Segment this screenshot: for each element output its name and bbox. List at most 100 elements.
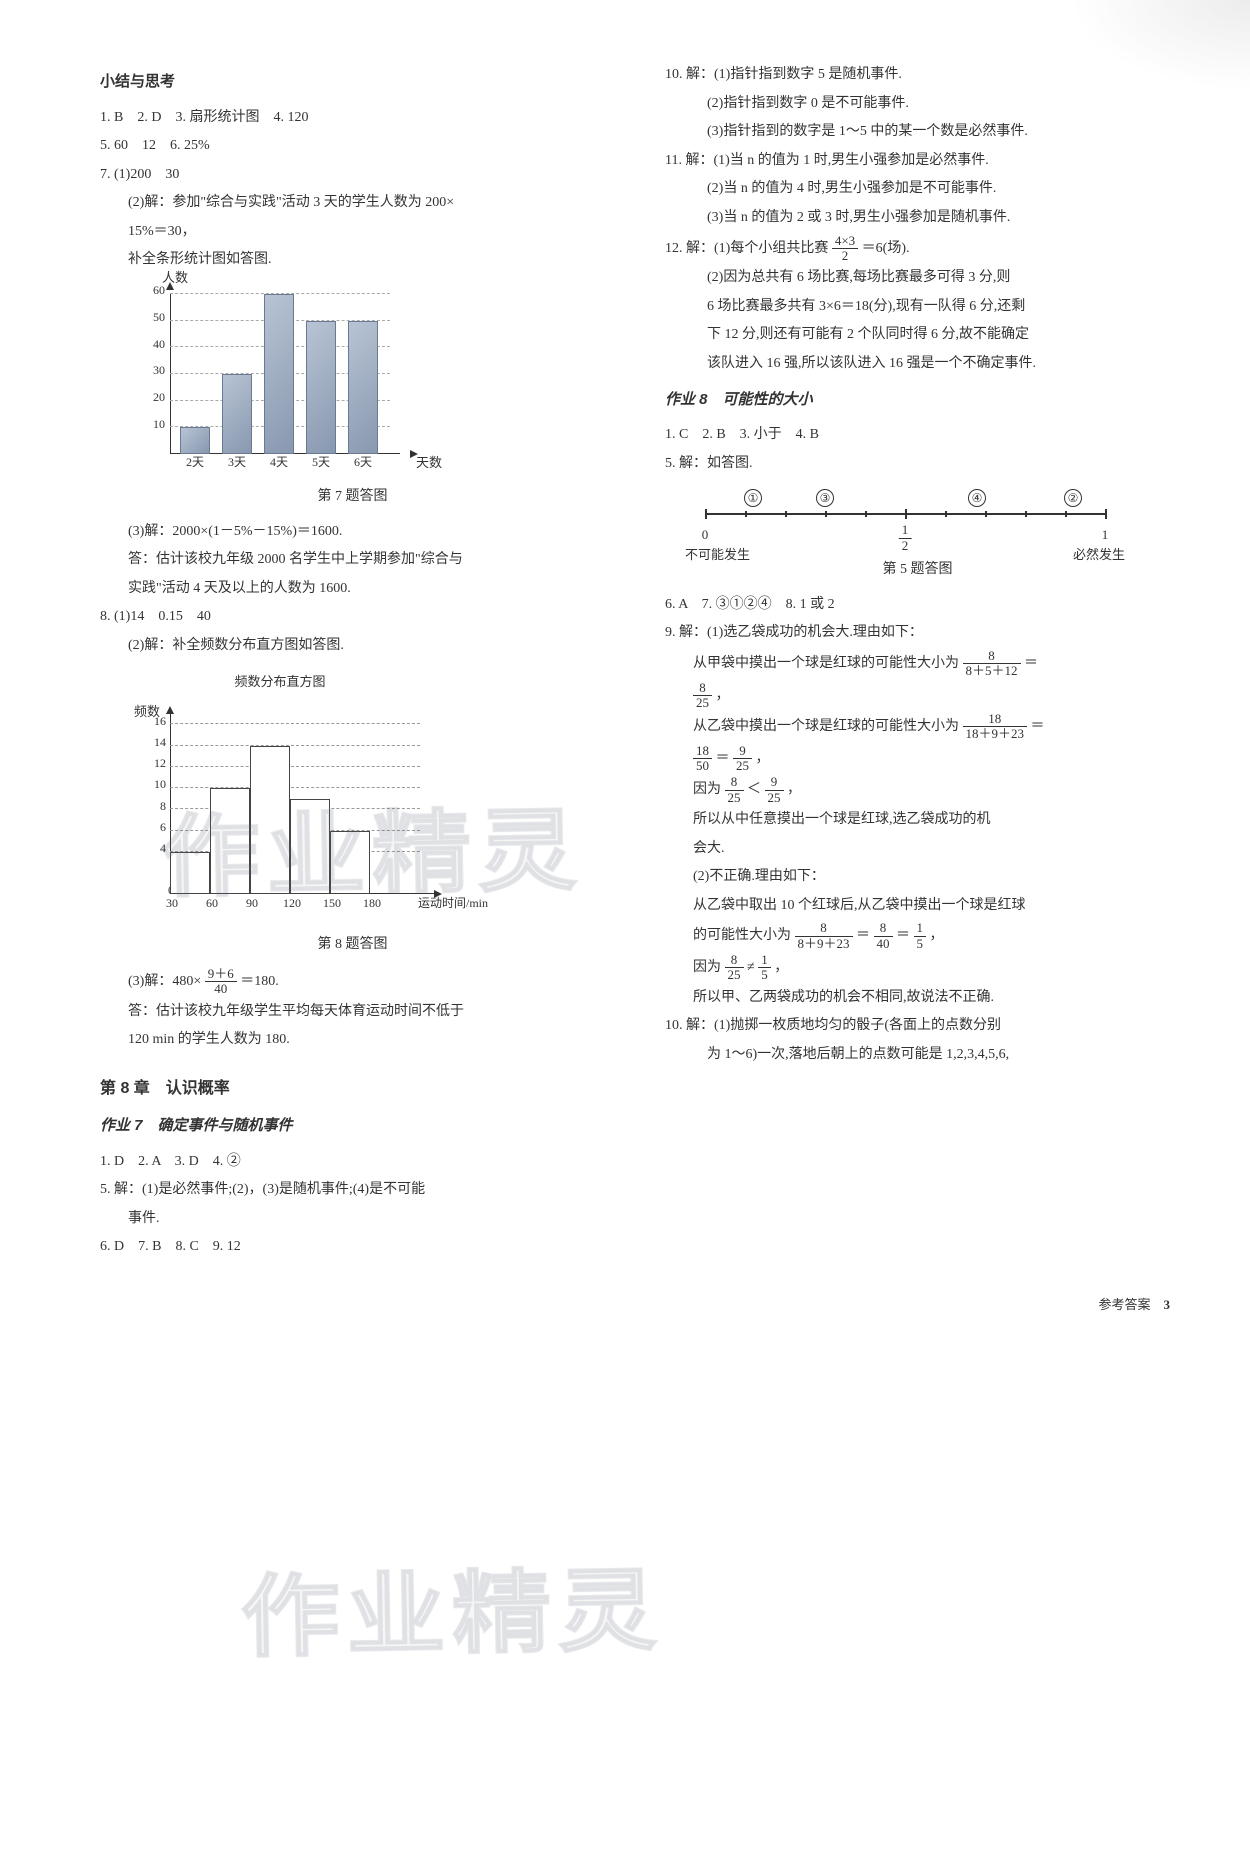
h-bar xyxy=(330,831,370,895)
q11-1: 11. 解：(1)当 n 的值为 1 时,男生小强参加是必然事件. xyxy=(665,148,1170,175)
hw7-q5b: 事件. xyxy=(100,1206,605,1233)
hw7-row2: 6. D 7. B 8. C 9. 12 xyxy=(100,1234,605,1261)
eq: ＝ xyxy=(1031,719,1045,734)
h-xtick: 30 xyxy=(160,892,184,915)
frac-num: 1 xyxy=(758,953,771,968)
nl-right-label: 必然发生 xyxy=(1073,543,1125,568)
nl-minor-tick xyxy=(745,511,747,517)
q9-b-pre: 从乙袋中摸出一个球是红球的可能性大小为 xyxy=(693,719,959,734)
nl-minor-tick xyxy=(1025,511,1027,517)
x-tick: 5天 xyxy=(303,451,339,474)
frac-den: 18＋9＋23 xyxy=(963,727,1028,741)
nl-minor-tick xyxy=(785,511,787,517)
frac-den: 25 xyxy=(693,696,712,710)
q7-3-ans: 答：估计该校九年级 2000 名学生中上学期参加"综合与 xyxy=(100,547,605,574)
q9-intro: 9. 解：(1)选乙袋成功的机会大.理由如下： xyxy=(665,620,1170,647)
x-tick: 2天 xyxy=(177,451,213,474)
h-ytick: 4 xyxy=(148,837,166,860)
q9-2-intro: (2)不正确.理由如下： xyxy=(665,864,1170,891)
frac-num: 8 xyxy=(874,921,893,936)
nl-minor-tick xyxy=(1065,511,1067,517)
q12-1-frac: 4×3 2 xyxy=(832,234,858,264)
bar-chart-container: 人数 1020304050602天3天4天5天6天 天数 xyxy=(100,284,605,474)
q10b: 10. 解：(1)抛掷一枚质地均匀的骰子(各面上的点数分别 xyxy=(665,1013,1170,1040)
h-xtick: 90 xyxy=(240,892,264,915)
q11-3: (3)当 n 的值为 2 或 3 时,男生小强参加是随机事件. xyxy=(665,205,1170,232)
h-gridline xyxy=(170,745,420,746)
frac-num: 9 xyxy=(765,775,784,790)
h-ytick: 6 xyxy=(148,816,166,839)
number-line-container: 0121①③④② 不可能发生 必然发生 xyxy=(685,489,1125,549)
nl-tick xyxy=(905,509,907,519)
y-tick: 10 xyxy=(140,413,165,436)
nl-left-label: 不可能发生 xyxy=(685,543,750,568)
h-ytick: 8 xyxy=(148,795,166,818)
frac-num: 8 xyxy=(693,681,712,696)
frac-den: 25 xyxy=(765,791,784,805)
frac: 18 50 xyxy=(693,744,712,774)
frac: 8 25 xyxy=(725,953,744,983)
eq: ＝ xyxy=(856,928,870,943)
frac: 1 5 xyxy=(914,921,927,951)
q10-2: (2)指针指到数字 0 是不可能事件. xyxy=(665,91,1170,118)
bar xyxy=(180,427,210,454)
q9-a2: 8 25 ， xyxy=(665,681,1170,711)
frac: 8 8＋5＋12 xyxy=(963,649,1021,679)
x-tick: 3天 xyxy=(219,451,255,474)
q7-caption: 第 7 题答图 xyxy=(100,484,605,511)
q7-2-intro: (2)解：参加"综合与实践"活动 3 天的学生人数为 200× xyxy=(100,190,605,217)
eq: ＝ xyxy=(896,928,910,943)
end: ， xyxy=(756,751,770,766)
left-column: 小结与思考 1. B 2. D 3. 扇形统计图 4. 120 5. 60 12… xyxy=(100,60,605,1263)
h-bar xyxy=(210,788,250,894)
h-gridline xyxy=(170,766,420,767)
h-xtick: 120 xyxy=(280,892,304,915)
corner-shadow xyxy=(1070,0,1250,90)
frac-num: 18 xyxy=(693,744,712,759)
frac-den: 8＋5＋12 xyxy=(963,664,1021,678)
page-content: 小结与思考 1. B 2. D 3. 扇形统计图 4. 120 5. 60 12… xyxy=(100,60,1170,1263)
frac: 1 5 xyxy=(758,953,771,983)
frac: 9 25 xyxy=(733,744,752,774)
hw7-q5: 5. 解：(1)是必然事件;(2)，(3)是随机事件;(4)是不可能 xyxy=(100,1177,605,1204)
nl-minor-tick xyxy=(985,511,987,517)
h-gridline xyxy=(170,723,420,724)
histogram-container: 频数分布直方图 频数 046810121416306090120150180 运… xyxy=(100,670,605,923)
q8-3-pre: (3)解：480× xyxy=(128,974,201,989)
frac-num: 4×3 xyxy=(832,234,858,249)
h-xtick: 60 xyxy=(200,892,224,915)
right-column: 10. 解：(1)指针指到数字 5 是随机事件. (2)指针指到数字 0 是不可… xyxy=(665,60,1170,1263)
q8-3-frac: 9＋6 40 xyxy=(205,967,237,997)
frac: 8 25 xyxy=(725,775,744,805)
neq: ≠ xyxy=(747,960,755,975)
hw8-q5: 5. 解：如答图. xyxy=(665,451,1170,478)
nl-tick xyxy=(1105,509,1107,519)
h-ytick: 16 xyxy=(148,710,166,733)
h-bar xyxy=(290,799,330,895)
frac-den: 25 xyxy=(733,759,752,773)
q8-caption: 第 8 题答图 xyxy=(100,932,605,959)
q8-3-end: ＝180. xyxy=(240,974,279,989)
q9-2-a: 从乙袋中取出 10 个红球后,从乙袋中摸出一个球是红球 xyxy=(665,893,1170,920)
y-tick: 30 xyxy=(140,359,165,382)
nl-marker: ① xyxy=(744,489,762,507)
answers-row: 1. B 2. D 3. 扇形统计图 4. 120 xyxy=(100,105,605,132)
q10b-2: 为 1～6)一次,落地后朝上的点数可能是 1,2,3,4,5,6, xyxy=(665,1042,1170,1069)
frac-num: 8 xyxy=(725,953,744,968)
x-tick: 4天 xyxy=(261,451,297,474)
frac: 8 8＋9＋23 xyxy=(795,921,853,951)
frac-den: 8＋9＋23 xyxy=(795,937,853,951)
q8-2-intro: (2)解：补全频数分布直方图如答图. xyxy=(100,633,605,660)
pre: 的可能性大小为 xyxy=(693,928,791,943)
h-xtick: 150 xyxy=(320,892,344,915)
frac: 8 25 xyxy=(693,681,712,711)
h-xtick: 180 xyxy=(360,892,384,915)
frac-num: 18 xyxy=(963,712,1028,727)
h-arrow-y-icon xyxy=(166,706,174,714)
frac-den: 5 xyxy=(914,937,927,951)
frac-num: 1 xyxy=(914,921,927,936)
q12-2d: 该队进入 16 强,所以该队进入 16 强是一个不确定事件. xyxy=(665,351,1170,378)
end: ， xyxy=(716,688,730,703)
answers-row: 5. 60 12 6. 25% xyxy=(100,133,605,160)
h-ytick: 14 xyxy=(148,731,166,754)
